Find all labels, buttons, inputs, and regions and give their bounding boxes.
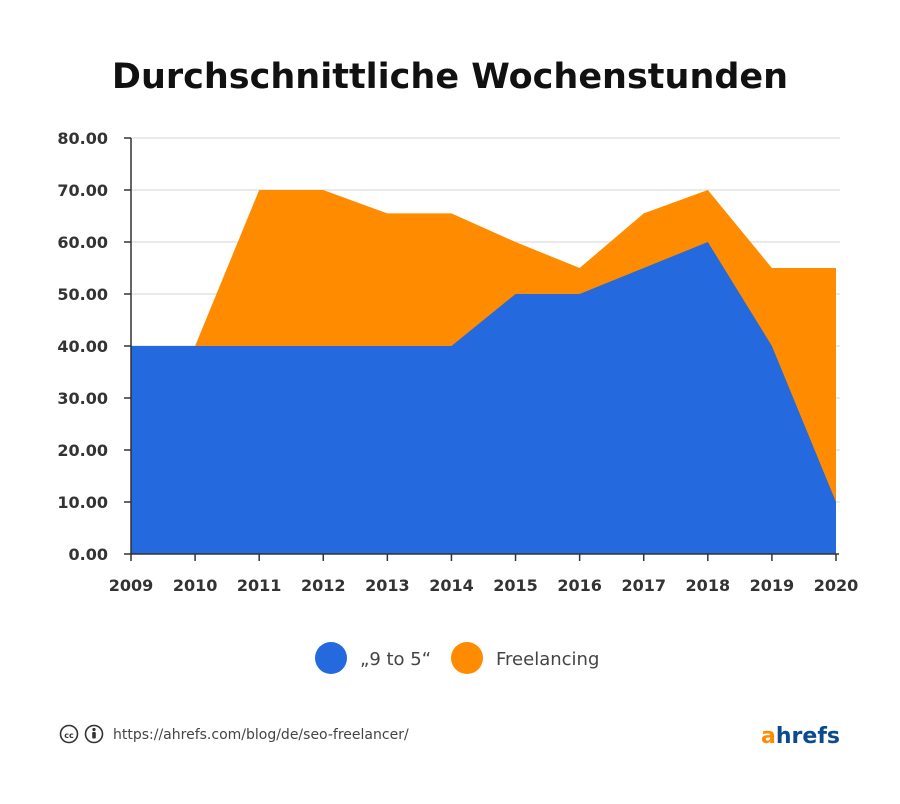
y-tick-label: 20.00 (57, 441, 108, 460)
ahrefs-logo: ahrefs (761, 724, 840, 749)
x-tick-labels: 2009 2010 2011 2012 2013 2014 2015 2016 2017 2018… (109, 576, 859, 595)
attribution-icon (84, 724, 104, 744)
x-tick-label: 2014 (429, 576, 474, 595)
legend-label: Freelancing (496, 649, 599, 670)
svg-text:cc: cc (64, 731, 74, 740)
y-tick-label: 10.00 (57, 493, 108, 512)
area-series-9-to-5 (131, 242, 836, 554)
plot-areas (131, 190, 836, 554)
x-tick-label: 2016 (557, 576, 602, 595)
legend-label: „9 to 5“ (360, 649, 431, 670)
logo-letters-hrefs: hrefs (776, 724, 840, 749)
x-tick-label: 2009 (109, 576, 154, 595)
axes (124, 137, 839, 561)
x-tick-label: 2019 (750, 576, 795, 595)
footer: cc https://ahrefs.com/blog/de/seo-freela… (59, 724, 840, 749)
y-tick-label: 70.00 (57, 181, 108, 200)
x-tick-label: 2020 (814, 576, 859, 595)
legend-item: Freelancing (451, 642, 599, 674)
x-tick-label: 2013 (365, 576, 410, 595)
legend: „9 to 5“ Freelancing (315, 642, 599, 674)
legend-item: „9 to 5“ (315, 642, 431, 674)
y-tick-label: 80.00 (57, 129, 108, 148)
x-tick-label: 2018 (686, 576, 731, 595)
legend-swatch (451, 642, 483, 674)
y-tick-label: 60.00 (57, 233, 108, 252)
logo-letter-a: a (761, 724, 776, 749)
y-tick-label: 50.00 (57, 285, 108, 304)
svg-text:ahrefs: ahrefs (761, 724, 840, 749)
y-tick-label: 0.00 (69, 545, 108, 564)
x-tick-label: 2011 (237, 576, 282, 595)
x-tick-label: 2017 (621, 576, 666, 595)
y-tick-label: 40.00 (57, 337, 108, 356)
y-tick-labels: 0.00 10.00 20.00 30.00 40.00 50.00 60.00 70.00 8… (57, 129, 108, 564)
cc-icon: cc (59, 724, 79, 744)
y-tick-label: 30.00 (57, 389, 108, 408)
x-tick-label: 2015 (493, 576, 538, 595)
legend-swatch (315, 642, 347, 674)
x-tick-label: 2010 (173, 576, 218, 595)
source-url[interactable]: https://ahrefs.com/blog/de/seo-freelance… (113, 727, 409, 743)
chart-title: Durchschnittliche Wochenstunden (112, 57, 788, 97)
x-tick-label: 2012 (301, 576, 346, 595)
